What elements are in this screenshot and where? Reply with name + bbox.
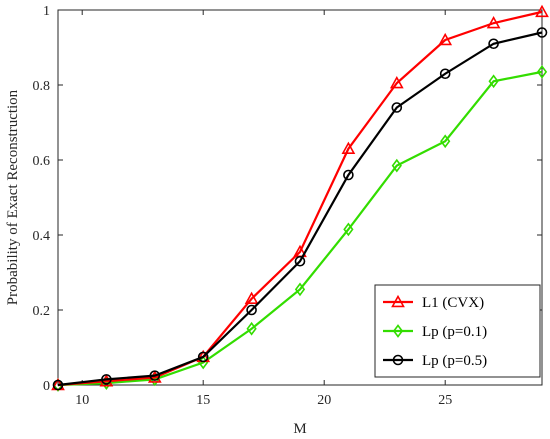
legend: L1 (CVX) Lp (p=0.1) Lp (p=0.5)	[374, 284, 541, 378]
data-point	[52, 379, 64, 391]
y-tick-label: 0.6	[33, 154, 51, 169]
data-point	[536, 65, 548, 79]
data-point	[488, 74, 499, 89]
plot-area	[57, 9, 543, 386]
axis-ticks: 10 15 20 25 0 0.2 0.4 0.6 0.8 1	[33, 4, 542, 408]
data-point	[389, 75, 404, 89]
y-tick-label: 0.4	[33, 229, 51, 244]
legend-entry: Lp (p=0.1)	[383, 324, 487, 340]
data-point	[147, 370, 162, 383]
data-point	[246, 304, 257, 316]
x-tick-label: 10	[75, 393, 89, 408]
x-tick-label: 15	[196, 393, 210, 408]
y-axis-label: Probability of Exact Reconstruction	[5, 89, 21, 305]
y-tick-label: 1	[43, 4, 50, 19]
data-point	[391, 102, 403, 113]
y-tick-label: 0.2	[33, 304, 51, 319]
data-point	[197, 351, 209, 363]
data-point	[294, 282, 306, 297]
legend-entry: L1 (CVX)	[383, 294, 484, 311]
data-point	[343, 169, 354, 181]
data-point	[341, 141, 356, 154]
data-point	[244, 291, 259, 304]
series-line	[57, 10, 543, 387]
y-tick-label: 0	[43, 379, 50, 394]
data-point	[536, 27, 548, 38]
x-axis-label: M	[293, 421, 306, 437]
series-2	[52, 65, 548, 392]
legend-marker	[391, 294, 405, 308]
data-point	[101, 374, 112, 385]
legend-label: Lp (p=0.5)	[422, 353, 487, 369]
series-layer	[51, 4, 549, 392]
series-line	[57, 31, 543, 387]
x-tick-label: 25	[438, 393, 452, 408]
plot-frame	[57, 9, 543, 386]
series-3	[52, 27, 548, 391]
data-point	[294, 255, 306, 267]
series-line	[57, 70, 543, 387]
y-tick-label: 0.8	[33, 79, 51, 94]
data-point	[486, 15, 501, 29]
data-point	[391, 158, 402, 173]
data-point	[440, 134, 451, 149]
legend-label: L1 (CVX)	[422, 295, 484, 311]
legend-marker	[392, 324, 404, 338]
x-tick-label: 20	[317, 393, 331, 408]
legend-marker	[392, 354, 404, 366]
data-point	[438, 32, 453, 46]
data-point	[343, 222, 354, 237]
data-point	[535, 4, 549, 18]
data-point	[488, 38, 499, 50]
data-point	[149, 370, 161, 381]
data-point	[439, 68, 451, 80]
data-point	[246, 321, 257, 336]
legend-entry: Lp (p=0.5)	[383, 353, 487, 369]
legend-label: Lp (p=0.1)	[422, 324, 487, 340]
